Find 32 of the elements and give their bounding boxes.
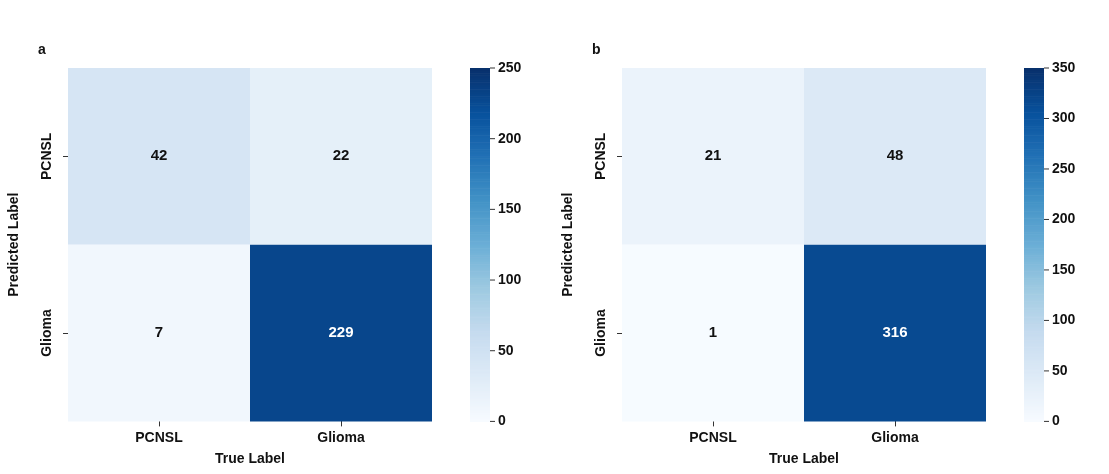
color-bar-label: 300 — [1052, 109, 1076, 126]
color-bar-label: 50 — [1052, 361, 1068, 378]
x-tick-label: PCNSL — [689, 428, 738, 445]
data-label: 22 — [332, 146, 350, 164]
data-label: 1 — [708, 323, 718, 341]
x-axis-title: True Label — [214, 450, 286, 467]
color-bar-label: 100 — [498, 270, 522, 287]
color-bar-label: 250 — [1052, 159, 1076, 176]
color-bar-label: 200 — [498, 129, 522, 146]
color-bar-label: 150 — [498, 200, 522, 217]
color-bar-label: 0 — [1052, 412, 1060, 429]
x-axis-title: True Label — [768, 450, 840, 467]
y-axis-title: Predicted Label — [5, 192, 22, 297]
chart-title: a — [38, 40, 46, 57]
chart-title: b — [592, 40, 601, 57]
x-tick-label: Glioma — [871, 428, 919, 445]
color-bar-label: 200 — [1052, 210, 1076, 227]
color-bar-label: 150 — [1052, 260, 1076, 277]
color-bar-label: 50 — [498, 341, 514, 358]
y-axis-title: Predicted Label — [559, 192, 576, 297]
color-bar-label: 100 — [1052, 311, 1076, 328]
data-label: 48 — [886, 146, 904, 164]
color-bar-label: 250 — [498, 58, 522, 75]
data-label: 229 — [328, 323, 354, 341]
color-bar-label: 350 — [1052, 58, 1076, 75]
data-label: 42 — [150, 146, 168, 164]
x-tick-label: PCNSL — [135, 428, 184, 445]
x-tick-label: Glioma — [317, 428, 365, 445]
data-label: 316 — [882, 323, 908, 341]
data-label: 21 — [704, 146, 722, 164]
data-label: 7 — [154, 323, 164, 341]
color-bar-label: 0 — [498, 412, 506, 429]
